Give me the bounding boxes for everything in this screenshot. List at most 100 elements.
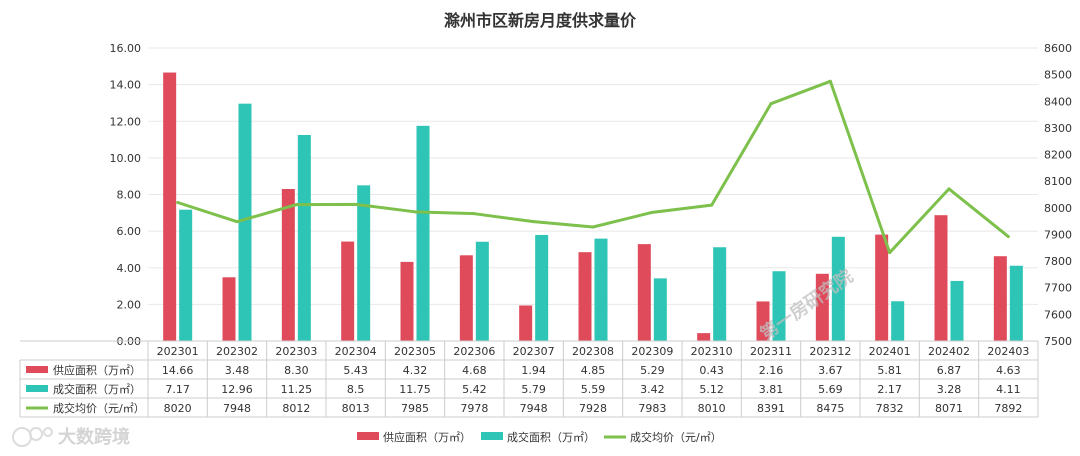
right-axis-tick: 8600	[1044, 42, 1072, 55]
table-cell-value: 7.17	[165, 383, 190, 396]
bar-sales	[950, 280, 964, 341]
left-axis-tick: 16.00	[110, 42, 142, 55]
left-axis-tick: 8.00	[117, 189, 142, 202]
right-axis-tick: 8400	[1044, 95, 1072, 108]
table-cell-value: 3.48	[225, 364, 250, 377]
legend-marker	[481, 432, 503, 440]
bar-sales	[238, 103, 252, 341]
category-label: 202309	[631, 345, 673, 358]
category-label: 202310	[691, 345, 733, 358]
bar-sales	[179, 209, 193, 341]
bar-supply	[697, 333, 711, 341]
right-axis-tick: 8300	[1044, 122, 1072, 135]
table-cell-value: 8010	[698, 402, 726, 415]
table-cell-value: 14.66	[162, 364, 194, 377]
bar-sales	[713, 247, 727, 341]
category-label: 202312	[809, 345, 851, 358]
avg-price-point	[591, 225, 595, 229]
right-axis-tick: 8500	[1044, 69, 1072, 82]
right-axis-tick: 7500	[1044, 335, 1072, 348]
bar-sales	[594, 238, 608, 341]
bar-supply	[637, 244, 651, 341]
table-cell-value: 4.63	[996, 364, 1021, 377]
category-label: 202302	[216, 345, 258, 358]
category-label: 202403	[987, 345, 1029, 358]
bar-sales	[831, 236, 845, 341]
table-cell-value: 7832	[876, 402, 904, 415]
table-cell-value: 5.79	[521, 383, 546, 396]
bar-supply	[875, 234, 889, 341]
chart-title: 滁州市区新房月度供求量价	[444, 11, 637, 30]
bar-supply	[934, 215, 948, 341]
avg-price-point	[947, 187, 951, 191]
table-cell-value: 3.42	[640, 383, 665, 396]
category-label: 202301	[157, 345, 199, 358]
bar-sales	[416, 125, 430, 341]
table-cell-value: 2.17	[877, 383, 902, 396]
table-cell-value: 4.68	[462, 364, 487, 377]
bar-sales	[772, 271, 786, 341]
logo-icon	[12, 427, 53, 447]
table-series-marker	[26, 385, 48, 392]
bar-supply	[578, 252, 592, 341]
table-cell-value: 5.29	[640, 364, 665, 377]
table-cell-value: 8013	[342, 402, 370, 415]
table-cell-value: 7928	[579, 402, 607, 415]
right-y-axis: 7500 7600 7700 7800 7900 8000 8100 8200 8300 8400…	[1044, 42, 1072, 348]
left-axis-tick: 4.00	[117, 262, 142, 275]
avg-price-point	[413, 210, 417, 214]
bar-supply	[993, 256, 1007, 341]
category-label: 202402	[928, 345, 970, 358]
category-label: 202401	[869, 345, 911, 358]
bar-sales	[891, 301, 905, 341]
table-cell-value: 6.87	[937, 364, 962, 377]
table-cell-value: 4.11	[996, 383, 1021, 396]
category-label: 202308	[572, 345, 614, 358]
table-cell-value: 5.12	[699, 383, 724, 396]
table-cell-value: 4.85	[581, 364, 606, 377]
table-cell-value: 5.42	[462, 383, 487, 396]
legend-marker	[357, 432, 379, 440]
avg-price-point	[769, 102, 773, 106]
right-axis-tick: 7700	[1044, 282, 1072, 295]
table-cell-value: 3.28	[937, 383, 962, 396]
avg-price-point	[710, 203, 714, 207]
table-cell-value: 11.25	[281, 383, 313, 396]
category-label: 202303	[275, 345, 317, 358]
avg-price-point	[294, 203, 298, 207]
table-cell-value: 7985	[401, 402, 429, 415]
right-axis-tick: 8200	[1044, 149, 1072, 162]
data-table: 202301 202302 202303 202304 202305 202306 2023…	[19, 340, 1039, 418]
table-cell-value: 1.94	[521, 364, 546, 377]
legend-item: 成交均价（元/㎡）	[630, 430, 722, 444]
left-axis-tick: 6.00	[117, 225, 142, 238]
category-label: 202304	[335, 345, 377, 358]
table-cell-value: 7948	[223, 402, 251, 415]
table-cell-value: 5.59	[581, 383, 606, 396]
category-label: 202305	[394, 345, 436, 358]
bar-supply	[222, 277, 236, 341]
legend-item: 成交面积（万㎡）	[507, 430, 595, 444]
bar-sales	[1009, 265, 1023, 341]
table-cell-value: 8475	[816, 402, 844, 415]
avg-price-point	[888, 251, 892, 255]
right-axis-tick: 8100	[1044, 175, 1072, 188]
table-series-name: 成交均价（元/㎡）	[53, 401, 145, 415]
left-axis-tick: 2.00	[117, 298, 142, 311]
logo-text: 大数跨境	[58, 426, 130, 448]
table-cell-value: 2.16	[759, 364, 784, 377]
table-cell-value: 7892	[994, 402, 1022, 415]
avg-price-point	[532, 220, 536, 224]
table-cell-value: 7948	[520, 402, 548, 415]
table-series-marker	[26, 366, 48, 373]
bar-supply	[341, 241, 355, 341]
gridlines	[148, 47, 1038, 342]
bar-sales	[535, 234, 549, 341]
left-axis-tick: 12.00	[110, 115, 142, 128]
bars	[163, 72, 1023, 341]
table-cell-value: 8071	[935, 402, 963, 415]
bar-sales	[357, 185, 371, 341]
legend[interactable]: 供应面积（万㎡） 成交面积（万㎡） 成交均价（元/㎡）	[357, 430, 722, 444]
table-cell-value: 3.67	[818, 364, 843, 377]
